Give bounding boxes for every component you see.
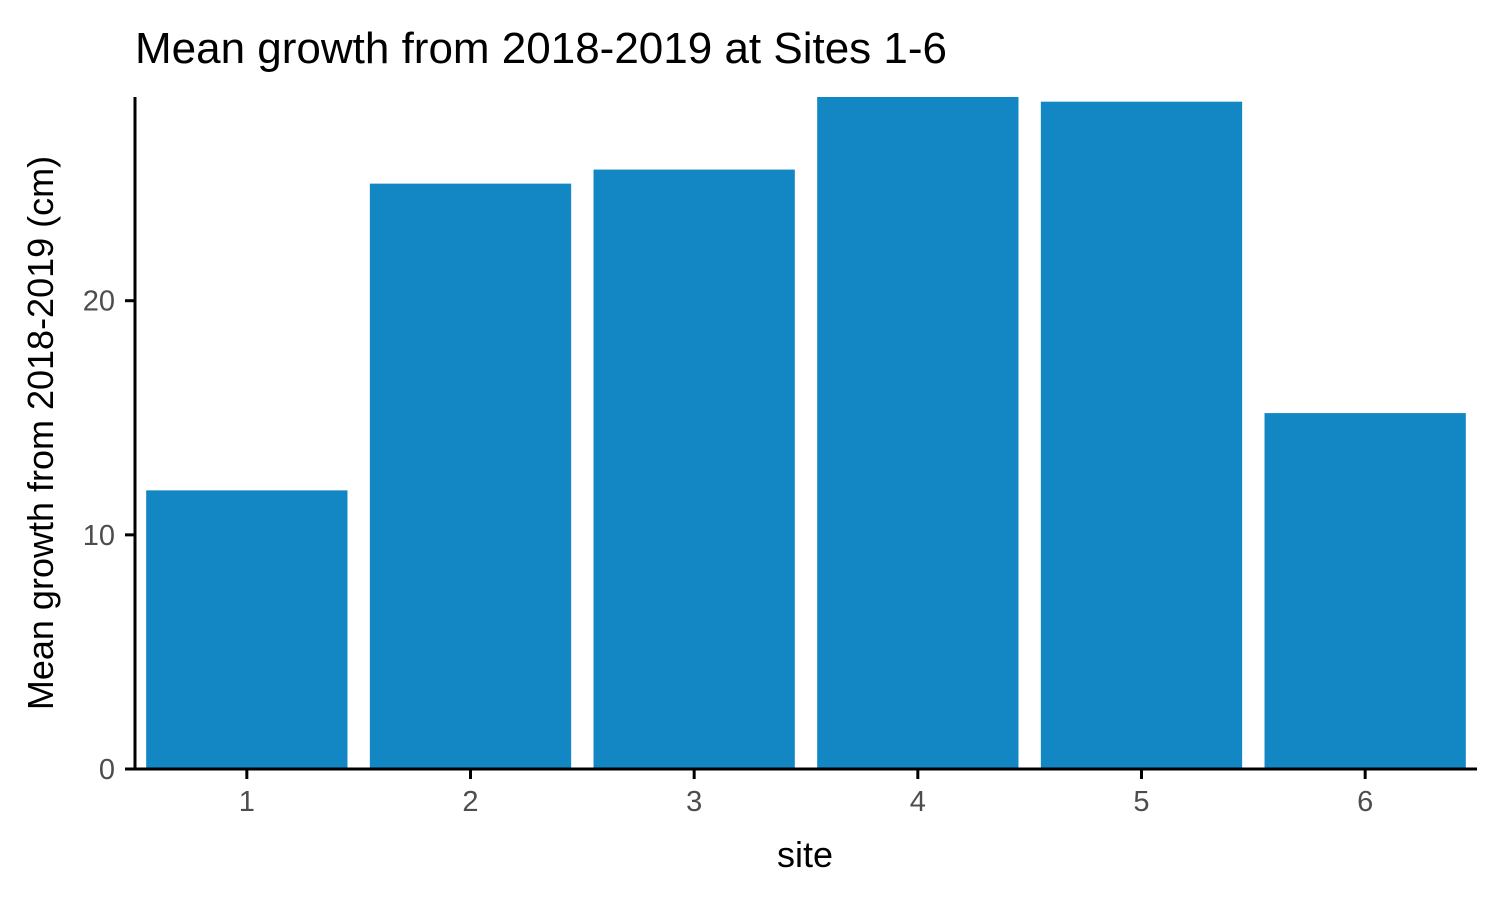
x-tick-label-5: 5 [1133, 786, 1149, 818]
x-ticks-layer: 1 2 3 4 5 6 [239, 769, 1373, 818]
chart-title: Mean growth from 2018-2019 at Sites 1-6 [135, 24, 947, 73]
bar-site-2 [369, 183, 572, 769]
x-tick-label-3: 3 [686, 786, 702, 818]
bar-site-1 [146, 490, 348, 769]
y-axis-title: Mean growth from 2018-2019 (cm) [20, 156, 61, 710]
y-tick-label-0: 0 [99, 754, 115, 786]
x-axis-title: site [777, 834, 833, 875]
bar-site-6 [1264, 413, 1466, 769]
x-tick-label-1: 1 [239, 786, 255, 818]
bar-site-5 [1040, 101, 1243, 770]
y-ticks-layer: 0 10 20 [83, 286, 135, 786]
bar-site-4 [817, 97, 1019, 769]
bar-site-3 [593, 169, 795, 769]
x-tick-label-4: 4 [910, 786, 926, 818]
bars-layer [146, 97, 1466, 770]
y-tick-label-20: 20 [83, 286, 115, 318]
x-tick-label-6: 6 [1357, 786, 1373, 818]
y-tick-label-10: 10 [83, 520, 115, 552]
x-tick-label-2: 2 [462, 786, 478, 818]
